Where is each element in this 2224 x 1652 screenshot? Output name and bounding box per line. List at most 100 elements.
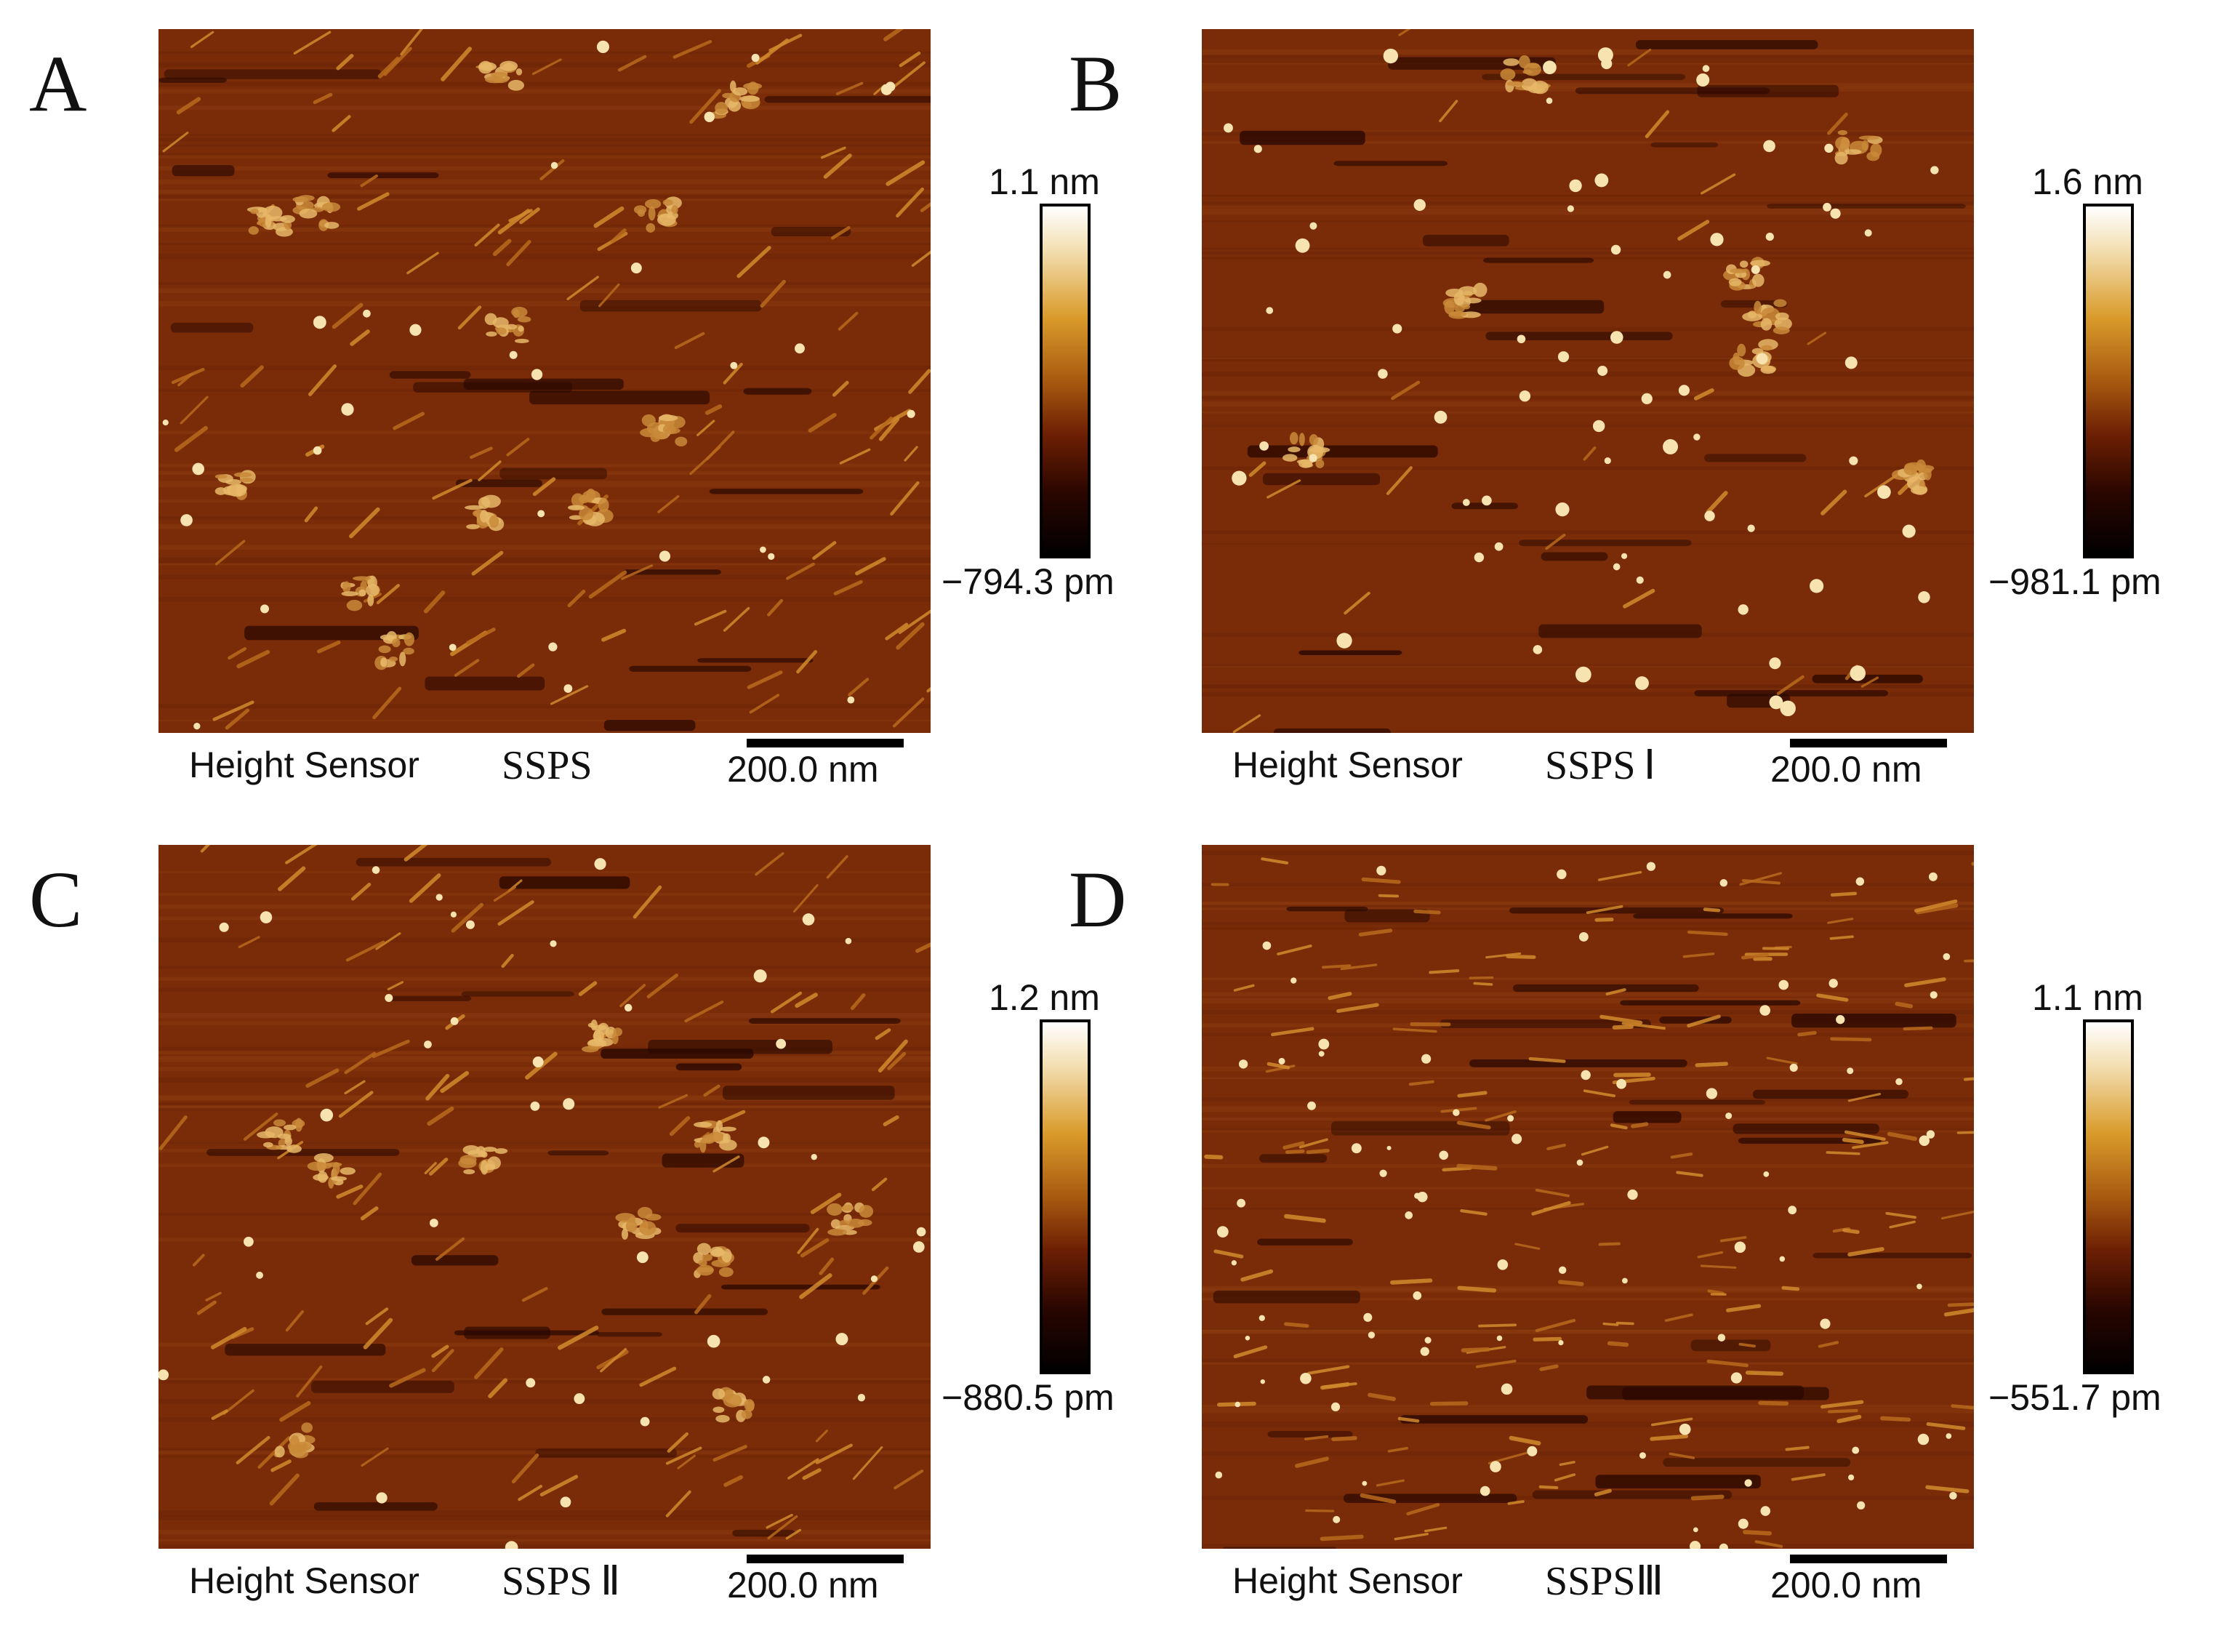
bright-particle: [1766, 233, 1774, 241]
scan-streak: [1268, 1431, 1353, 1438]
bright-particle: [526, 1378, 535, 1387]
aggregate-cluster: [513, 309, 520, 318]
scan-streak: [629, 666, 751, 672]
bright-particle: [597, 41, 609, 53]
aggregate-cluster: [1835, 137, 1850, 151]
scan-streak: [1221, 1547, 1338, 1549]
scan-streak: [388, 996, 471, 1001]
bright-particle: [220, 923, 229, 932]
aggregate-cluster: [1532, 81, 1549, 94]
scan-line: [158, 63, 931, 65]
bright-particle: [1744, 1479, 1751, 1486]
bright-particle: [1425, 1337, 1432, 1344]
aggregate-cluster: [516, 68, 522, 76]
bright-particle: [1333, 1516, 1340, 1523]
bright-particle: [1616, 1079, 1626, 1089]
scan-line: [158, 1530, 931, 1535]
bright-particle: [1507, 1115, 1514, 1121]
aggregate-cluster: [730, 81, 736, 92]
aggregate-cluster: [486, 332, 497, 337]
scan-line: [1202, 1187, 1974, 1190]
bright-particle: [1930, 991, 1938, 998]
scan-line: [158, 988, 931, 992]
scan-line: [158, 167, 931, 171]
fiber-strand: [1633, 1124, 1647, 1126]
scan-streak: [1259, 1154, 1327, 1163]
fiber-strand: [1897, 1004, 1911, 1006]
scan-line: [158, 1103, 931, 1105]
aggregate-cluster: [508, 80, 524, 91]
scan-line: [1202, 210, 1974, 214]
scan-line: [158, 1515, 931, 1520]
bright-particle: [1865, 229, 1872, 236]
bright-particle: [1751, 265, 1760, 274]
bright-particle: [1480, 1486, 1490, 1496]
aggregate-cluster: [340, 1167, 356, 1174]
scan-line: [158, 180, 931, 185]
aggregate-cluster: [615, 1213, 635, 1222]
aggregate-cluster: [1903, 464, 1917, 476]
scan-streak: [311, 1381, 454, 1393]
scan-line: [158, 905, 931, 910]
bright-particle: [1482, 496, 1492, 506]
bright-particle: [1943, 953, 1951, 961]
scan-line: [158, 916, 931, 920]
bright-particle: [385, 994, 393, 1002]
scan-line: [1202, 927, 1974, 929]
fiber-strand: [1432, 1403, 1466, 1404]
aggregate-cluster: [639, 1221, 656, 1235]
bright-particle: [1567, 205, 1574, 212]
fiber-strand: [1333, 1438, 1355, 1440]
aggregate-cluster: [694, 1122, 712, 1128]
bright-particle: [1559, 1267, 1566, 1274]
fiber-strand: [1829, 1411, 1856, 1412]
bright-particle: [1575, 667, 1591, 683]
aggregate-cluster: [292, 196, 308, 202]
bright-particle: [313, 316, 326, 329]
scan-streak: [1812, 675, 1923, 683]
scan-line: [1202, 358, 1974, 359]
fiber-strand: [1480, 1325, 1515, 1326]
fiber-strand: [1958, 1132, 1974, 1133]
bright-particle: [846, 938, 852, 945]
aggregate-cluster: [358, 590, 366, 597]
aggregate-cluster: [284, 1125, 296, 1131]
scan-line: [158, 288, 931, 293]
panel-letter: D: [1069, 859, 1126, 939]
bright-particle: [1895, 1078, 1902, 1085]
scan-line: [158, 52, 931, 54]
scale-bar-label: 200.0 nm: [1770, 1567, 1922, 1603]
aggregate-cluster: [392, 638, 400, 647]
bright-particle: [754, 969, 767, 982]
bright-particle: [1577, 1160, 1583, 1166]
fiber-strand: [1905, 1028, 1932, 1029]
bright-particle: [1760, 1506, 1770, 1516]
scan-line: [1202, 401, 1974, 406]
bright-particle: [244, 1237, 254, 1247]
bright-particle: [1856, 878, 1865, 886]
aggregate-cluster: [1729, 356, 1745, 370]
aggregate-cluster: [342, 591, 359, 596]
fiber-strand: [1306, 1511, 1333, 1512]
bright-particle: [1828, 979, 1837, 987]
bright-particle: [1718, 1334, 1725, 1341]
bright-particle: [1336, 633, 1352, 648]
bright-particle: [449, 643, 457, 651]
bright-particle: [1558, 1340, 1563, 1345]
sample-label: SSPSⅢ: [1545, 1561, 1663, 1602]
bright-particle: [1319, 1051, 1325, 1056]
aggregate-cluster: [1290, 432, 1298, 444]
scan-streak: [1400, 1415, 1589, 1424]
bright-particle: [193, 723, 200, 729]
scan-streak: [425, 676, 545, 690]
fiber-strand: [1827, 1152, 1858, 1154]
scan-streak: [604, 720, 696, 731]
aggregate-cluster: [1310, 447, 1330, 453]
scan-streak: [1629, 1100, 1765, 1104]
bright-particle: [1731, 1372, 1742, 1383]
bright-particle: [1852, 1447, 1859, 1454]
aggregate-cluster: [1309, 434, 1318, 446]
bright-particle: [561, 1496, 571, 1507]
scan-line: [158, 893, 931, 896]
scale-bar: [1790, 739, 1947, 747]
